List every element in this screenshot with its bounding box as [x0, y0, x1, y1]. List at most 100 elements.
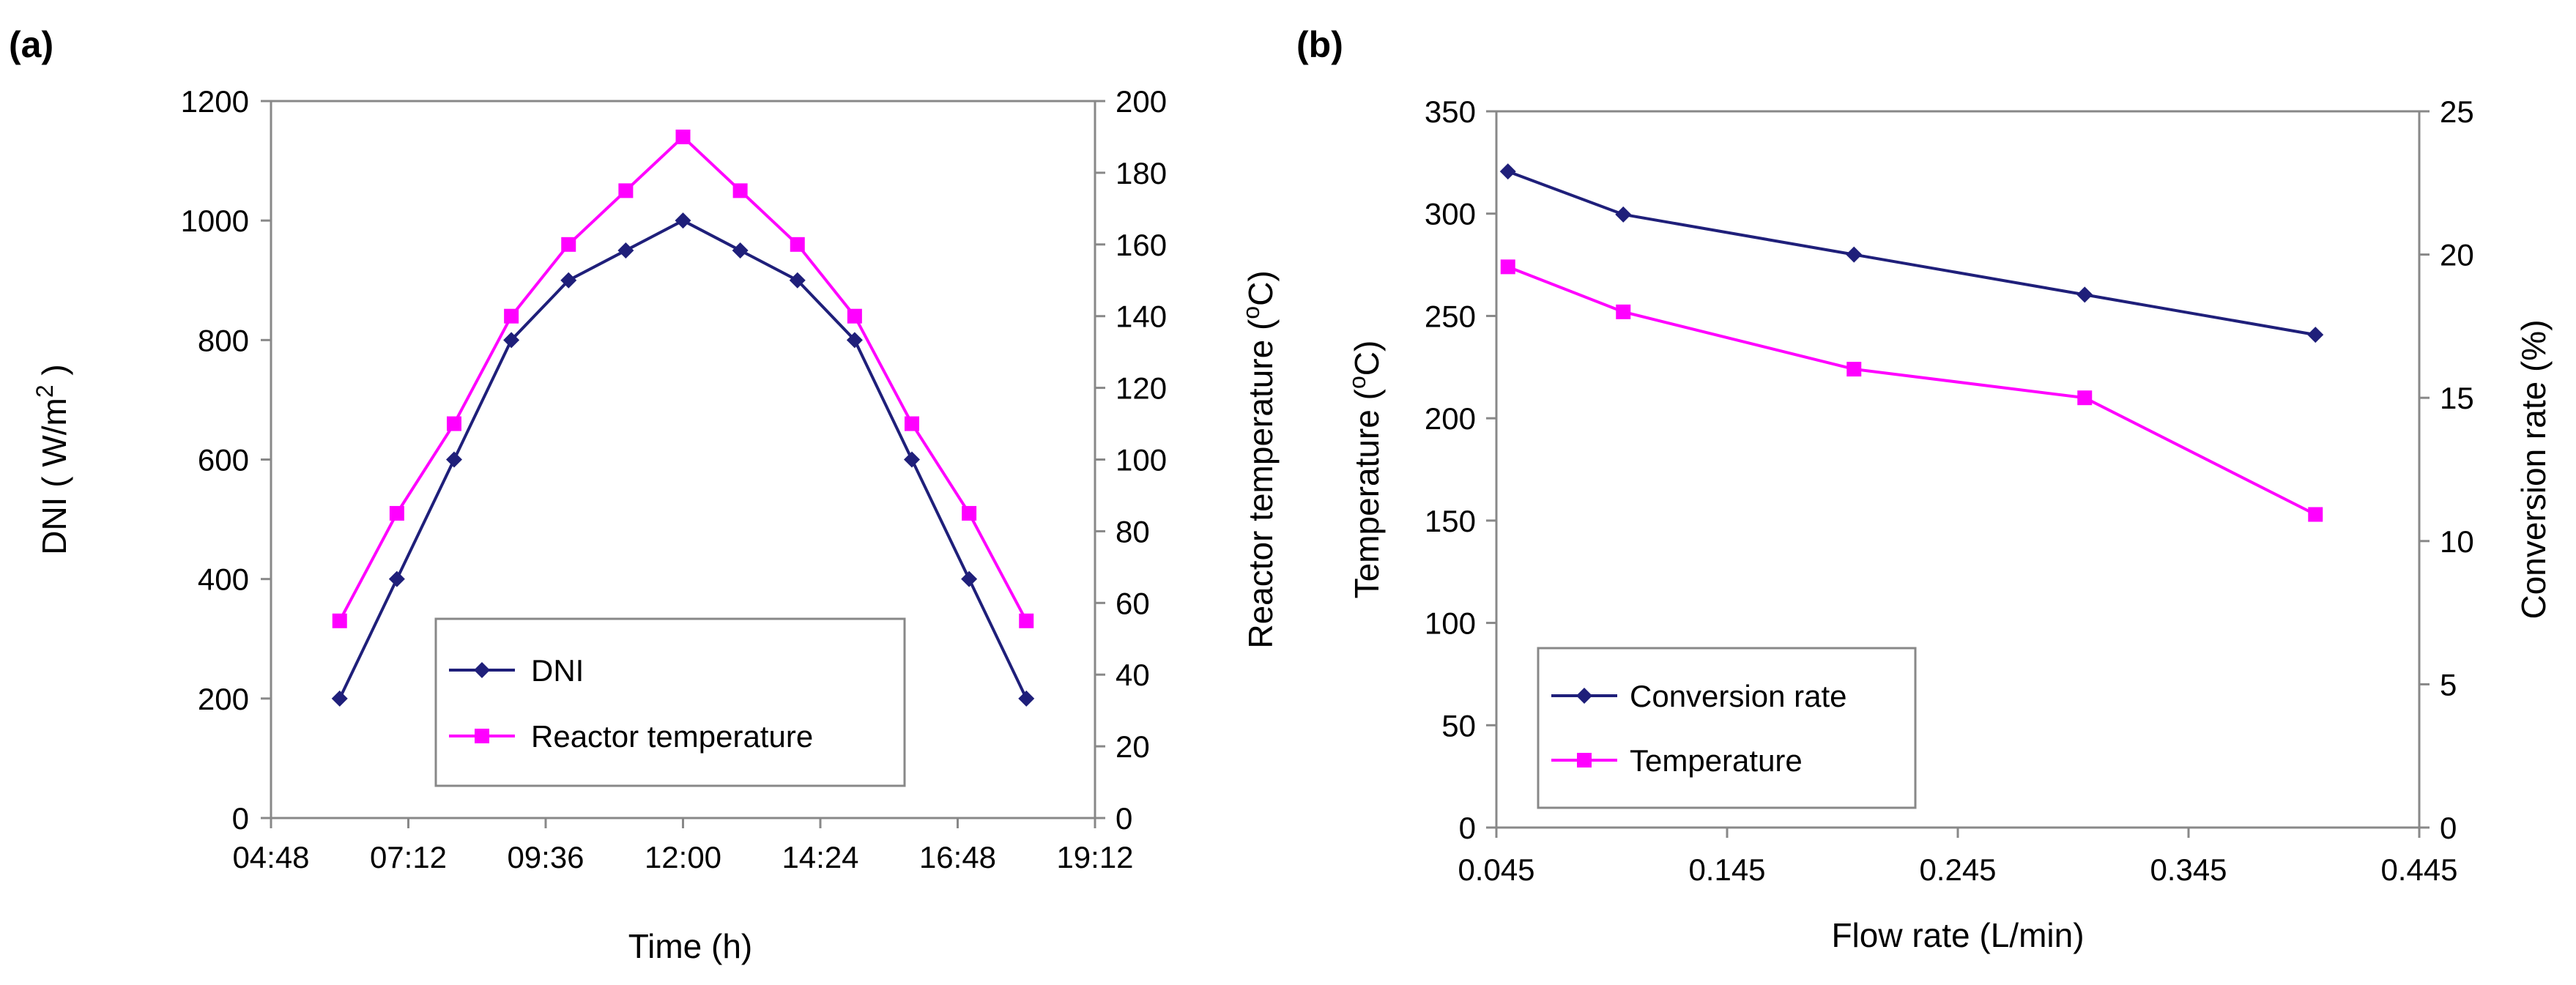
y-tick-label-b: 150 [1425, 504, 1476, 538]
data-point-conversion-rate [2307, 327, 2324, 343]
x-axis-title-a: Time (h) [628, 927, 753, 965]
legend-label-a: DNI [531, 653, 584, 688]
x-axis-title-b: Flow rate (L/min) [1831, 916, 2084, 954]
data-point-dni [617, 242, 634, 259]
panel-b: (b) 0 50 100 150 200 250 300 350 0 5 10 15 20 25 0.045 0… [1296, 24, 2553, 954]
y2-tick-label-a: 140 [1116, 300, 1167, 334]
y2-tick-label-b: 5 [2440, 667, 2457, 702]
x-tick-label-a: 14:24 [782, 840, 858, 874]
x-tick-label-b: 0.045 [1458, 852, 1534, 887]
x-tick-label-b: 0.445 [2380, 852, 2457, 887]
y2-tick-label-b: 0 [2440, 811, 2457, 845]
y-tick-label-a: 400 [198, 562, 249, 597]
y-axis-title-b: Temperature (oC) [1344, 341, 1386, 599]
x-tick-label-a: 16:48 [919, 840, 996, 874]
data-point-reactor-temperature [962, 505, 977, 521]
y2-tick-label-a: 200 [1116, 84, 1167, 119]
y2-axis-title-a: Reactor temperature (oC) [1238, 270, 1280, 648]
y2-tick-label-b: 20 [2440, 238, 2474, 272]
data-point-temperature [2308, 507, 2323, 522]
panel-a-label: (a) [9, 24, 53, 65]
y-tick-label-a: 1200 [181, 84, 249, 119]
legend-label-a: Reactor temperature [531, 719, 813, 754]
data-point-dni [732, 242, 749, 259]
data-point-dni [846, 332, 863, 349]
data-point-reactor-temperature [905, 416, 919, 431]
data-point-dni [675, 212, 691, 229]
y2-tick-label-a: 60 [1116, 586, 1150, 620]
series-line-temperature [1507, 265, 2317, 516]
x-tick-label-b: 0.245 [1919, 852, 1996, 887]
data-point-temperature [2077, 390, 2093, 406]
series-line-reactor-temperature [338, 135, 1028, 622]
y-tick-label-b: 250 [1425, 299, 1476, 333]
legend-a [434, 617, 906, 787]
legend-b [1537, 647, 1917, 809]
data-point-conversion-rate [1615, 206, 1632, 223]
data-point-reactor-temperature [675, 129, 691, 144]
y2-axis-title-b: Conversion rate (%) [2514, 319, 2553, 619]
panel-a: (a) 0 200 400 600 800 1000 1200 0 20 40 60 80 100 120 1… [9, 24, 1280, 965]
y2-tick-label-a: 180 [1116, 156, 1167, 190]
data-point-temperature [1616, 304, 1631, 319]
legend-marker-b [1576, 688, 1592, 704]
data-point-dni [560, 272, 577, 289]
data-point-reactor-temperature [847, 308, 862, 324]
legend-marker-a [474, 662, 490, 678]
data-point-reactor-temperature [389, 505, 404, 521]
data-point-temperature [1846, 362, 1862, 377]
y2-tick-label-a: 160 [1116, 228, 1167, 262]
data-point-reactor-temperature [561, 237, 576, 252]
data-point-reactor-temperature [732, 183, 748, 198]
y-tick-label-b: 50 [1441, 708, 1476, 743]
x-tick-label-a: 12:00 [645, 840, 721, 874]
data-point-dni [388, 570, 405, 587]
y-tick-label-b: 0 [1459, 811, 1476, 845]
panel-b-label: (b) [1296, 24, 1343, 65]
y-tick-label-a: 600 [198, 443, 249, 477]
data-point-dni [446, 451, 462, 468]
y-tick-label-a: 800 [198, 323, 249, 357]
y-tick-label-a: 0 [232, 801, 249, 836]
y2-tick-label-a: 120 [1116, 371, 1167, 406]
legend-marker-b [1577, 753, 1592, 767]
data-point-dni [1018, 690, 1035, 707]
y2-tick-label-b: 25 [2440, 94, 2474, 129]
data-point-dni [789, 272, 806, 289]
y2-tick-label-a: 100 [1116, 443, 1167, 477]
y2-tick-label-a: 80 [1116, 514, 1150, 549]
y-axis-title-a: DNI ( W/m2 ) [31, 364, 73, 555]
data-point-reactor-temperature [1019, 613, 1034, 628]
data-point-reactor-temperature [332, 613, 347, 628]
y-tick-label-b: 300 [1425, 197, 1476, 231]
data-point-conversion-rate [1846, 246, 1863, 263]
data-point-dni [961, 570, 978, 587]
x-tick-label-b: 0.345 [2150, 852, 2227, 887]
y2-tick-label-a: 40 [1116, 658, 1150, 692]
y2-tick-label-a: 0 [1116, 801, 1132, 836]
data-point-dni [331, 690, 348, 707]
legend-label-b: Temperature [1630, 743, 1803, 778]
y2-tick-label-b: 15 [2440, 381, 2474, 415]
data-point-reactor-temperature [618, 183, 634, 198]
y2-tick-label-a: 20 [1116, 729, 1150, 764]
y-tick-label-a: 1000 [181, 204, 249, 238]
y-tick-label-b: 350 [1425, 94, 1476, 129]
legend-marker-a [475, 729, 489, 743]
legend-label-b: Conversion rate [1630, 679, 1846, 713]
y-tick-label-b: 100 [1425, 606, 1476, 641]
data-point-reactor-temperature [447, 416, 461, 431]
x-tick-label-a: 04:48 [232, 840, 309, 874]
data-point-reactor-temperature [504, 308, 519, 324]
y-tick-label-b: 200 [1425, 401, 1476, 436]
data-point-conversion-rate [2076, 286, 2093, 303]
x-tick-label-a: 19:12 [1056, 840, 1133, 874]
data-point-dni [904, 451, 920, 468]
data-point-reactor-temperature [790, 237, 805, 252]
data-point-dni [503, 332, 520, 349]
x-tick-label-a: 07:12 [370, 840, 447, 874]
data-point-conversion-rate [1499, 163, 1516, 180]
x-tick-label-b: 0.145 [1688, 852, 1765, 887]
y-tick-label-a: 200 [198, 682, 249, 716]
